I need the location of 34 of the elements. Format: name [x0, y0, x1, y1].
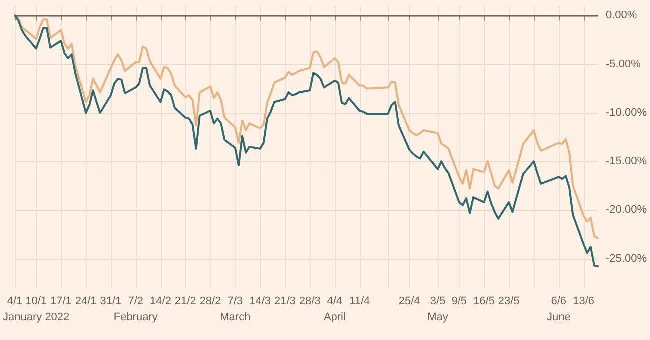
- x-tick-label: 16/5: [474, 296, 495, 308]
- x-tick-label: 9/5: [452, 296, 468, 308]
- x2-tick-label: March: [220, 312, 251, 324]
- x-tick-label: 28/2: [200, 296, 222, 308]
- x-tick-label: 11/4: [350, 296, 370, 308]
- x-tick-label: 21/2: [174, 296, 196, 308]
- x-tick-label: 31/1: [100, 296, 122, 308]
- x2-tick-label: May: [428, 312, 449, 324]
- y-tick-label: -10.00%: [606, 106, 648, 119]
- x-tick-label: 28/3: [299, 296, 321, 308]
- x2-tick-label: February: [114, 312, 158, 324]
- x-tick-label: 7/2: [128, 296, 144, 308]
- x-tick-label: 10/1: [26, 296, 48, 308]
- y-tick-label: -5.00%: [606, 58, 642, 70]
- x-tick-label: 13/6: [573, 296, 594, 308]
- x-tick-label: 14/2: [150, 296, 172, 308]
- x-tick-label: 24/1: [75, 296, 97, 308]
- x-tick-label: 6/6: [551, 296, 567, 308]
- x-tick-label: 23/5: [498, 296, 520, 308]
- x-tick-label: 25/4: [398, 296, 420, 308]
- x2-tick-label: April: [324, 312, 346, 324]
- x2-tick-label: January 2022: [2, 312, 70, 324]
- x-tick-label: 17/1: [50, 296, 72, 308]
- y-tick-label: -20.00%: [606, 204, 648, 216]
- x-tick-label: 7/3: [228, 296, 244, 308]
- x-tick-label: 21/3: [274, 296, 296, 308]
- y-tick-label: -15.00%: [606, 156, 648, 168]
- x-tick-label: 4/4: [327, 296, 343, 308]
- x-tick-label: 3/5: [430, 296, 446, 308]
- x-tick-label: 14/3: [250, 296, 271, 308]
- y-tick-label: 0.00%: [606, 10, 638, 22]
- y-tick-label: -25.00%: [606, 252, 648, 265]
- x-tick-label: 4/1: [7, 296, 23, 308]
- x2-tick-label: June: [546, 312, 571, 324]
